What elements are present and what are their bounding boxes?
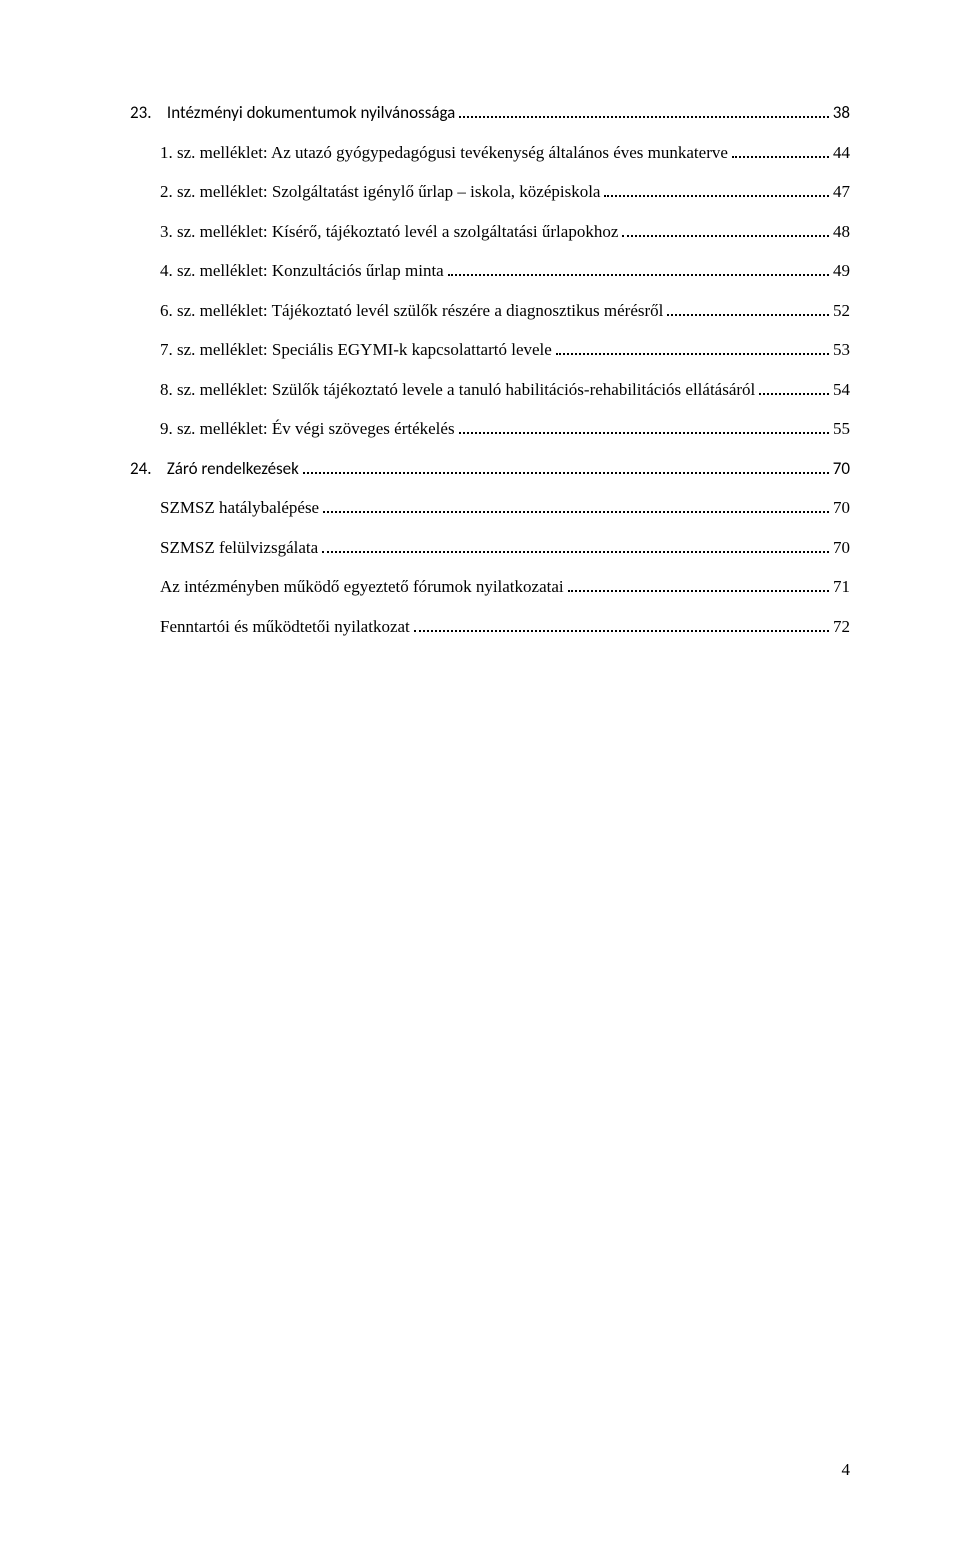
toc-entry: 3. sz. melléklet: Kísérő, tájékoztató le… xyxy=(130,219,850,245)
toc-dots xyxy=(759,379,829,394)
toc-entry-label: 8. sz. melléklet: Szülők tájékoztató lev… xyxy=(160,377,755,403)
toc-entry-page: 38 xyxy=(833,100,850,126)
toc-entry: Fenntartói és működtetői nyilatkozat 72 xyxy=(130,614,850,640)
toc-dots xyxy=(459,103,828,118)
toc-dots xyxy=(604,182,829,197)
toc-entry: 8. sz. melléklet: Szülők tájékoztató lev… xyxy=(130,377,850,403)
toc-entry-label: Intézményi dokumentumok nyilvánossága xyxy=(167,100,455,126)
toc-entry-page: 44 xyxy=(833,140,850,166)
toc-dots xyxy=(732,142,829,157)
toc-dots xyxy=(414,616,829,631)
toc-entry-page: 71 xyxy=(833,574,850,600)
toc-dots xyxy=(322,537,829,552)
toc-dots xyxy=(622,221,829,236)
toc-entry-page: 72 xyxy=(833,614,850,640)
page-number: 4 xyxy=(842,1460,851,1480)
toc-entry-label: SZMSZ hatálybalépése xyxy=(160,495,319,521)
toc-entry-page: 49 xyxy=(833,258,850,284)
toc-entry: SZMSZ hatálybalépése 70 xyxy=(130,495,850,521)
toc-entry-page: 52 xyxy=(833,298,850,324)
toc-dots xyxy=(448,261,829,276)
toc-dots xyxy=(568,577,829,592)
toc-entry: Az intézményben működő egyeztető fórumok… xyxy=(130,574,850,600)
toc-entry-label: 1. sz. melléklet: Az utazó gyógypedagógu… xyxy=(160,140,728,166)
toc-entry-label: Az intézményben működő egyeztető fórumok… xyxy=(160,574,564,600)
table-of-contents: 23. Intézményi dokumentumok nyilvánosság… xyxy=(130,100,850,639)
toc-entry-number: 24. xyxy=(130,456,152,482)
toc-entry: 6. sz. melléklet: Tájékoztató levél szül… xyxy=(130,298,850,324)
toc-dots xyxy=(667,300,829,315)
toc-entry: 2. sz. melléklet: Szolgáltatást igénylő … xyxy=(130,179,850,205)
toc-entry: SZMSZ felülvizsgálata 70 xyxy=(130,535,850,561)
toc-entry: 9. sz. melléklet: Év végi szöveges érték… xyxy=(130,416,850,442)
toc-entry: 7. sz. melléklet: Speciális EGYMI-k kapc… xyxy=(130,337,850,363)
toc-dots xyxy=(323,498,829,513)
toc-entry-label: Fenntartói és működtetői nyilatkozat xyxy=(160,614,410,640)
toc-entry-label: 3. sz. melléklet: Kísérő, tájékoztató le… xyxy=(160,219,618,245)
toc-entry-numpad xyxy=(152,456,167,482)
toc-entry-page: 53 xyxy=(833,337,850,363)
toc-entry-label: 9. sz. melléklet: Év végi szöveges érték… xyxy=(160,416,455,442)
toc-dots xyxy=(556,340,829,355)
toc-dots xyxy=(303,458,829,473)
toc-entry-page: 70 xyxy=(833,495,850,521)
toc-entry-page: 47 xyxy=(833,179,850,205)
toc-entry-label: 2. sz. melléklet: Szolgáltatást igénylő … xyxy=(160,179,600,205)
toc-entry-page: 55 xyxy=(833,416,850,442)
toc-entry: 1. sz. melléklet: Az utazó gyógypedagógu… xyxy=(130,140,850,166)
toc-entry-label: Záró rendelkezések xyxy=(167,456,299,482)
toc-entry-page: 70 xyxy=(833,456,850,482)
toc-entry: 24. Záró rendelkezések 70 xyxy=(130,456,850,482)
toc-entry-page: 48 xyxy=(833,219,850,245)
toc-entry-label: SZMSZ felülvizsgálata xyxy=(160,535,318,561)
toc-entry-label: 6. sz. melléklet: Tájékoztató levél szül… xyxy=(160,298,663,324)
toc-entry-page: 70 xyxy=(833,535,850,561)
toc-entry: 23. Intézményi dokumentumok nyilvánosság… xyxy=(130,100,850,126)
toc-dots xyxy=(459,419,829,434)
toc-entry-number: 23. xyxy=(130,100,152,126)
toc-entry-label: 4. sz. melléklet: Konzultációs űrlap min… xyxy=(160,258,444,284)
toc-entry-numpad xyxy=(152,100,167,126)
toc-entry: 4. sz. melléklet: Konzultációs űrlap min… xyxy=(130,258,850,284)
toc-entry-label: 7. sz. melléklet: Speciális EGYMI-k kapc… xyxy=(160,337,552,363)
toc-entry-page: 54 xyxy=(833,377,850,403)
